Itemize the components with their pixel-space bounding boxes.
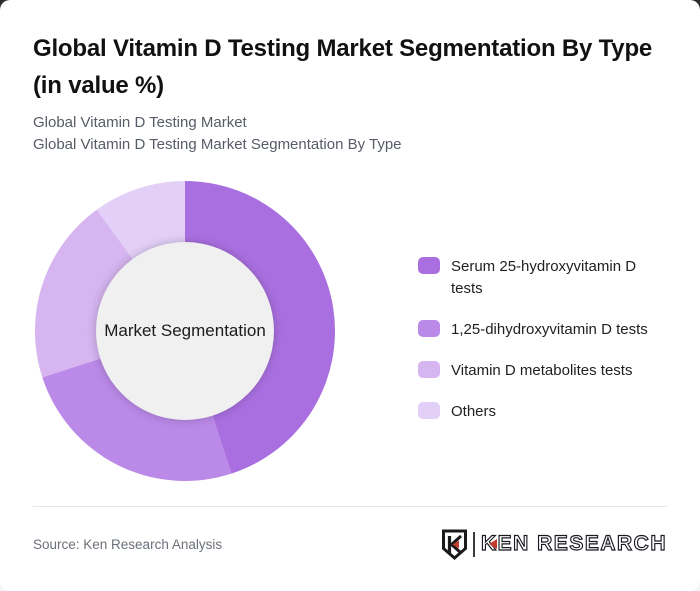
legend-swatch-metabolites xyxy=(418,361,440,378)
source-attribution: Source: Ken Research Analysis xyxy=(33,536,223,552)
legend-swatch-others xyxy=(418,402,440,419)
ken-research-logo: KEN RESEARCH xyxy=(441,529,667,560)
chart-legend: Serum 25-hydroxyvitamin D tests 1,25-dih… xyxy=(418,256,671,423)
chart-subtitle: Global Vitamin D Testing Market Global V… xyxy=(33,112,653,155)
legend-label: Others xyxy=(451,403,497,420)
legend-swatch-dihydroxy xyxy=(418,320,440,337)
legend-label: Serum 25-hydroxyvitamin D tests xyxy=(451,258,637,297)
logo-separator xyxy=(472,531,475,557)
legend-swatch-serum xyxy=(418,257,440,274)
shield-k-icon xyxy=(441,529,467,560)
legend-label: Vitamin D metabolites tests xyxy=(451,362,633,379)
legend-item: Serum 25-hydroxyvitamin D tests xyxy=(418,256,671,300)
legend-item: Others xyxy=(418,401,671,423)
page-title: Global Vitamin D Testing Market Segmenta… xyxy=(33,35,653,99)
logo-wordmark: KEN RESEARCH xyxy=(480,531,667,555)
k-red-triangle-icon xyxy=(488,539,497,549)
footer-divider xyxy=(33,506,667,507)
legend-item: Vitamin D metabolites tests xyxy=(418,360,671,382)
donut-center-label: Market Segmentation xyxy=(104,321,266,340)
subtitle-line-1: Global Vitamin D Testing Market xyxy=(33,114,247,131)
donut-center-circle: Market Segmentation xyxy=(96,242,274,420)
donut-chart: Market Segmentation xyxy=(35,181,335,481)
subtitle-line-2: Global Vitamin D Testing Market Segmenta… xyxy=(33,135,402,153)
legend-item: 1,25-dihydroxyvitamin D tests xyxy=(418,319,671,341)
legend-label: 1,25-dihydroxyvitamin D tests xyxy=(451,321,648,338)
footer: Source: Ken Research Analysis KEN RESEAR… xyxy=(33,524,667,564)
